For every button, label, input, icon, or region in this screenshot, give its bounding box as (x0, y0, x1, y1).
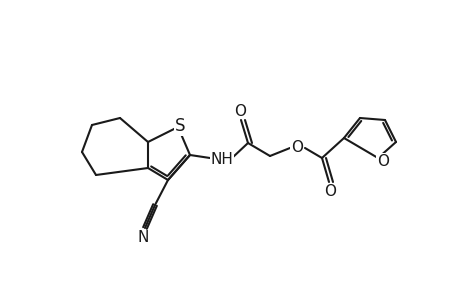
Text: O: O (234, 103, 246, 118)
Text: N: N (137, 230, 148, 245)
Text: O: O (376, 154, 388, 169)
Text: S: S (174, 117, 185, 135)
Text: NH: NH (210, 152, 233, 166)
Text: O: O (291, 140, 302, 154)
Text: O: O (323, 184, 335, 200)
